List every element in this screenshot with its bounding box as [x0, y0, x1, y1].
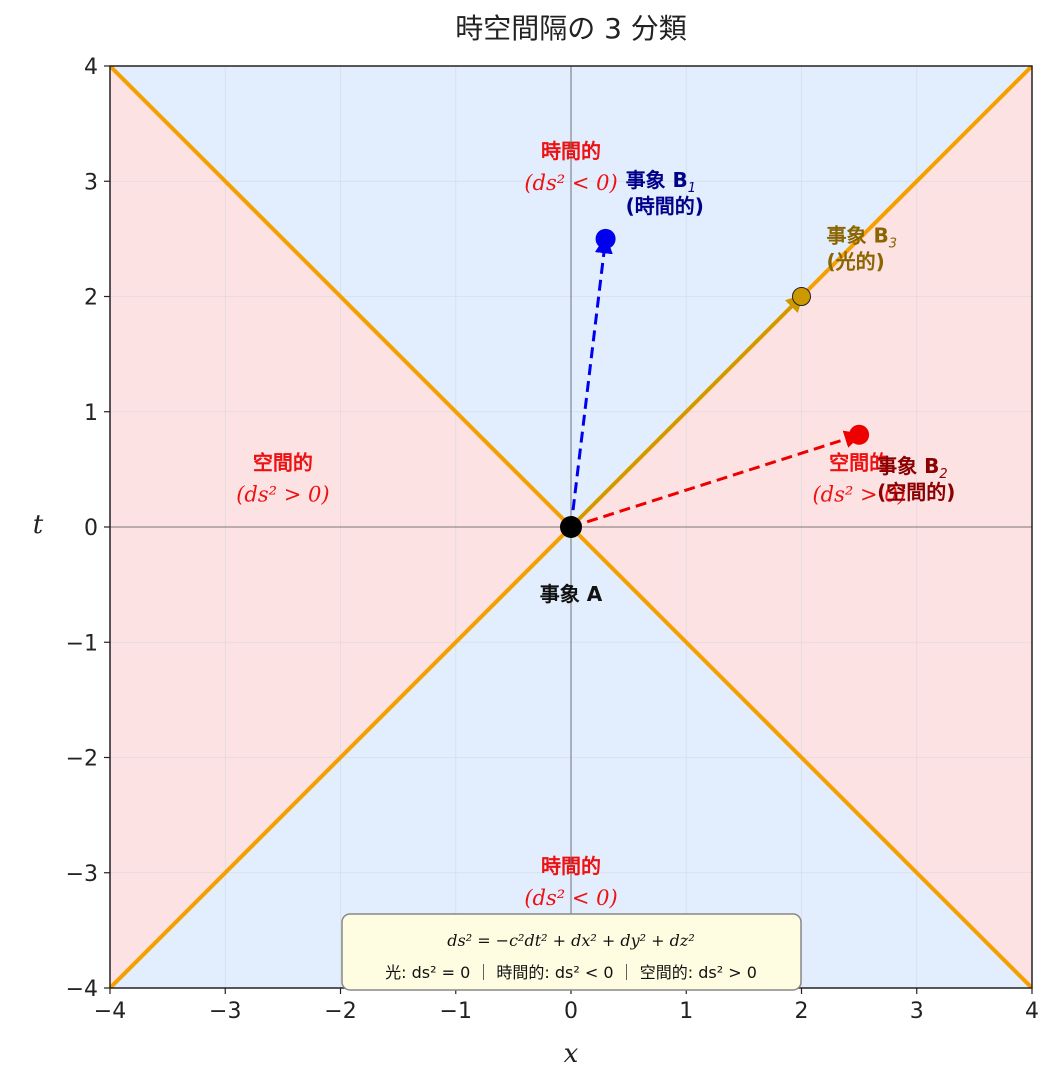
region-condition-3: (ds² > 0) — [236, 482, 329, 506]
y-axis-label: t — [33, 510, 44, 540]
y-tick-label: −4 — [66, 977, 98, 1002]
event-point-a — [560, 516, 582, 538]
region-condition-4: (ds² > 0) — [812, 482, 905, 506]
x-axis-ticks: −4 −3 −2 −1 0 1 2 3 4 — [94, 988, 1039, 1024]
x-tick-label: 3 — [910, 999, 924, 1024]
event-b3-type-label: (光的) — [827, 250, 885, 274]
y-tick-label: 1 — [84, 401, 98, 426]
y-tick-label: 3 — [84, 170, 98, 195]
event-b1-type-label: (時間的) — [626, 194, 704, 218]
chart-labels: 時間的 (ds² < 0) 時間的 (ds² < 0) 空間的 (ds² > 0) 空間的 (… — [236, 139, 955, 910]
region-condition-1: (ds² < 0) — [524, 171, 617, 195]
x-tick-label: 4 — [1025, 999, 1039, 1024]
region-label-4: 空間的 — [829, 450, 889, 474]
y-axis-ticks: −4 −3 −2 −1 0 1 2 3 4 — [66, 55, 110, 1002]
event-point-b2 — [849, 424, 870, 445]
event-b1-subscript: 1 — [688, 181, 696, 196]
x-tick-label: −1 — [440, 999, 472, 1024]
y-tick-label: 4 — [84, 55, 98, 80]
event-b2-type-label: (空間的) — [877, 480, 955, 504]
x-tick-label: 0 — [564, 999, 578, 1024]
x-tick-label: 2 — [795, 999, 809, 1024]
region-label-2: 時間的 — [541, 854, 601, 878]
event-vectors — [569, 235, 863, 529]
y-tick-label: −3 — [66, 862, 98, 887]
event-b2-subscript: 2 — [939, 467, 947, 482]
x-tick-label: −2 — [324, 999, 356, 1024]
vector-a-to-b3 — [569, 293, 805, 529]
event-point-b3 — [792, 287, 811, 306]
vector-a-to-b1 — [569, 235, 613, 528]
x-tick-label: −4 — [94, 999, 126, 1024]
event-b3-label: 事象 B3 — [827, 224, 898, 252]
x-tick-label: 1 — [679, 999, 693, 1024]
event-point-b1 — [595, 228, 616, 249]
y-tick-label: 2 — [84, 286, 98, 311]
x-tick-label: −3 — [209, 999, 241, 1024]
region-label-3: 空間的 — [253, 450, 313, 474]
event-b2-label: 事象 B2 — [877, 454, 948, 482]
y-tick-label: −2 — [66, 747, 98, 772]
event-b1-label: 事象 B1 — [626, 168, 697, 196]
region-label-1: 時間的 — [541, 139, 601, 163]
interval-summary-text: 光: ds² = 0 ｜ 時間的: ds² < 0 ｜ 空間的: ds² > 0 — [385, 963, 757, 982]
y-tick-label: 0 — [84, 516, 98, 541]
event-points — [560, 228, 870, 538]
formula-text: ds² = −c²dt² + dx² + dy² + dz² — [447, 931, 695, 950]
y-tick-label: −1 — [66, 631, 98, 656]
region-condition-2: (ds² < 0) — [524, 886, 617, 910]
event-b3-subscript: 3 — [889, 237, 897, 252]
formula-box: ds² = −c²dt² + dx² + dy² + dz² 光: ds² = … — [341, 913, 802, 991]
event-a-label: 事象 A — [540, 582, 603, 606]
chart-title: 時空間隔の 3 分類 — [455, 12, 687, 45]
x-axis-label: x — [564, 1039, 579, 1069]
